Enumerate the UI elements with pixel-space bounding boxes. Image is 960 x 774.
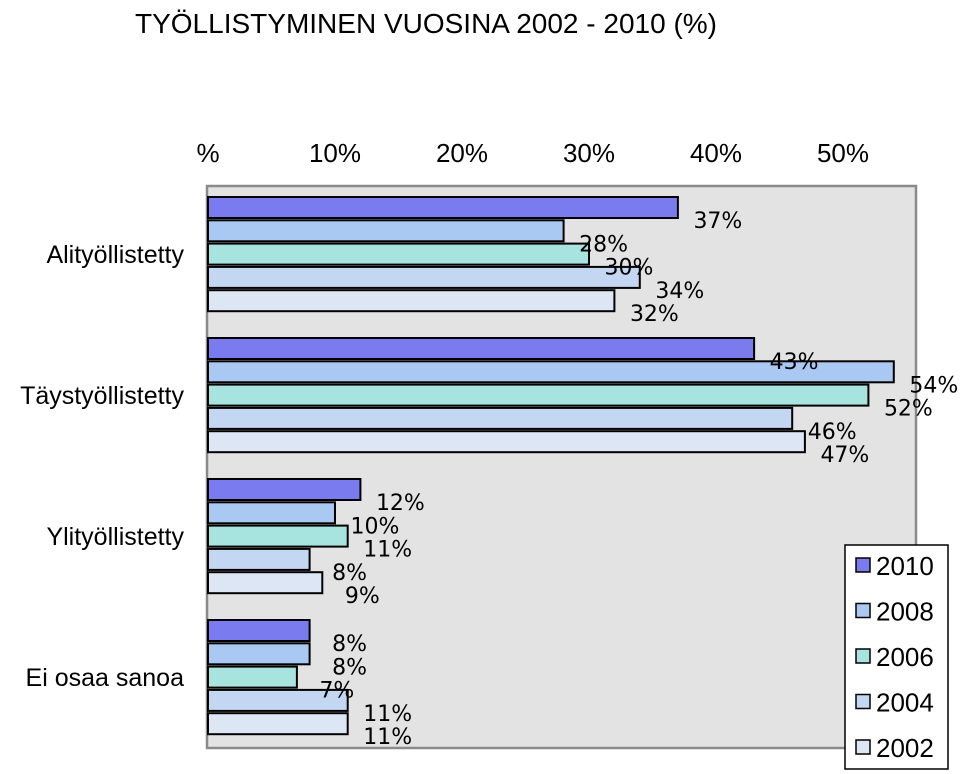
x-tick-label: 40% (690, 138, 742, 168)
bar (207, 337, 756, 360)
chart-title: TYÖLLISTYMINEN VUOSINA 2002 - 2010 (%) (135, 8, 717, 39)
data-label: 52% (884, 397, 933, 422)
data-label: 43% (770, 350, 819, 375)
data-label: 28% (579, 232, 628, 257)
bar (207, 688, 349, 712)
data-label: 30% (605, 256, 654, 281)
legend-label: 2002 (876, 733, 934, 763)
legend-swatch (855, 648, 871, 664)
bar (207, 360, 895, 384)
legend-swatch (855, 739, 871, 755)
data-label: 37% (693, 209, 742, 234)
legend-label: 2006 (876, 642, 934, 672)
category-labels: Alityöllistetty Täystyöllistetty Ylityölli… (20, 241, 184, 692)
data-label: 9% (345, 584, 380, 609)
legend-label: 2008 (876, 597, 934, 627)
data-label: 32% (630, 302, 679, 327)
bar (207, 547, 311, 571)
x-tick-label: 10% (309, 138, 361, 168)
bar (207, 478, 362, 501)
bar (207, 712, 349, 736)
x-tick-label: 30% (563, 138, 615, 168)
data-label: 54% (909, 373, 958, 398)
bar (207, 383, 870, 407)
bar (207, 242, 590, 266)
bar (207, 524, 349, 548)
legend: 2010 2008 2006 2004 2002 (844, 544, 949, 770)
bars (207, 196, 895, 736)
data-label: 12% (376, 491, 425, 516)
data-label: 10% (351, 514, 400, 539)
data-label: 46% (808, 420, 857, 445)
bar (207, 501, 336, 525)
data-label: 11% (363, 725, 412, 750)
bar (207, 406, 794, 430)
bar (207, 289, 616, 313)
data-label: 8% (332, 655, 367, 680)
legend-swatch (855, 557, 871, 573)
legend-label: 2004 (876, 688, 934, 718)
legend-swatch (855, 693, 871, 710)
data-label: 47% (820, 443, 869, 468)
x-tick-label: % (196, 138, 219, 168)
data-label: 11% (363, 702, 412, 727)
bar (207, 665, 298, 689)
bar (207, 571, 324, 595)
legend-label: 2010 (876, 551, 934, 581)
data-label: 8% (332, 561, 367, 586)
bar (207, 196, 679, 219)
x-axis-ticks: % 10% 20% 30% 40% 50% (196, 138, 869, 168)
x-tick-label: 50% (817, 138, 869, 168)
data-label: 7% (319, 679, 354, 704)
category-label: Ylityöllistetty (46, 523, 184, 551)
category-label: Täystyöllistetty (20, 382, 184, 410)
bar (207, 219, 565, 243)
bar (207, 430, 806, 454)
data-labels: 37%28%30%34%32%43%54%52%46%47%12%10%11%8… (319, 209, 958, 750)
legend-swatch (855, 602, 871, 619)
data-label: 8% (332, 632, 367, 657)
bar (207, 642, 311, 666)
category-label: Alityöllistetty (46, 241, 184, 269)
bar (207, 619, 311, 642)
bar (207, 265, 641, 289)
category-label: Ei osaa sanoa (26, 664, 185, 692)
data-label: 34% (655, 279, 704, 304)
x-tick-label: 20% (436, 138, 488, 168)
data-label: 11% (363, 538, 412, 563)
